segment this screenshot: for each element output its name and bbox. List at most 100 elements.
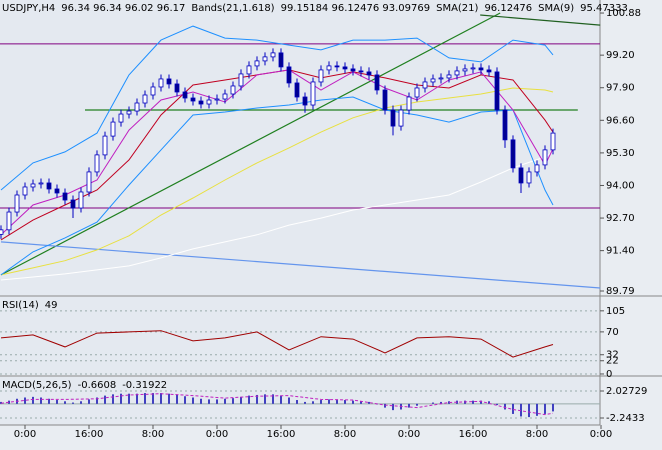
candle-body <box>182 91 188 99</box>
header-text: USDJPY,H4 <box>2 3 55 14</box>
indicator-line <box>0 25 554 191</box>
candle-body <box>30 183 36 188</box>
x-tick-label: 8:00 <box>142 429 164 440</box>
candle-body <box>310 81 316 106</box>
candle-body <box>350 68 356 72</box>
candle-body <box>214 98 220 101</box>
candle-body <box>198 100 204 105</box>
candle-body <box>406 96 412 111</box>
indicator-line <box>0 96 554 276</box>
y-tick-label: 99.20 <box>606 50 635 61</box>
candle-body <box>462 68 468 72</box>
x-tick-label: 0:00 <box>206 429 228 440</box>
candle-body <box>22 186 28 196</box>
candle-body <box>118 113 124 123</box>
candle-body <box>526 171 532 184</box>
header-text: SMA(9) <box>538 3 574 14</box>
candle-body <box>390 109 396 127</box>
candle-body <box>102 135 108 156</box>
signal-line <box>0 393 554 416</box>
trend-line <box>0 12 501 276</box>
x-tick-label: 16:00 <box>459 429 488 440</box>
candle-body <box>454 70 460 76</box>
header-text: 99.15184 96.12476 93.09769 <box>281 3 431 14</box>
candle-body <box>110 121 116 137</box>
candle-body <box>150 86 156 96</box>
candle-body <box>278 52 284 68</box>
candle-body <box>302 96 308 106</box>
y-tick-label: -2.2433 <box>606 413 645 424</box>
candle-body <box>542 149 548 166</box>
y-tick-label: 0 <box>606 369 612 380</box>
candle-body <box>46 182 52 190</box>
x-tick-label: 0:00 <box>590 429 612 440</box>
y-tick-label: 105 <box>606 306 625 317</box>
candle-body <box>134 102 140 112</box>
header-text: -0.6608 <box>78 380 117 391</box>
candle-body <box>222 93 228 100</box>
candle-body <box>54 188 60 194</box>
candle-body <box>366 71 372 76</box>
candle-body <box>398 109 404 127</box>
candle-body <box>430 78 436 83</box>
candle-body <box>158 78 164 88</box>
candle-body <box>438 77 444 80</box>
macd-panel <box>0 377 600 425</box>
header-text: 49 <box>45 300 58 311</box>
indicator-line <box>0 87 554 276</box>
candle-body <box>174 83 180 93</box>
candle-body <box>334 65 340 68</box>
candle-body <box>494 71 500 111</box>
header-text: 96.34 96.34 96.02 96.17 <box>61 3 185 14</box>
x-tick-label: 8:00 <box>334 429 356 440</box>
candle-body <box>502 109 508 141</box>
candle-body <box>166 78 172 85</box>
y-tick-label: 95.30 <box>606 148 635 159</box>
x-tick-label: 0:00 <box>14 429 36 440</box>
y-tick-label: 2.02729 <box>606 386 647 397</box>
x-tick-label: 0:00 <box>398 429 420 440</box>
candle-body <box>246 65 252 75</box>
candle-body <box>478 67 484 71</box>
candle-body <box>0 229 4 235</box>
candle-body <box>294 82 300 98</box>
header-text: 96.12476 <box>484 3 532 14</box>
candle-body <box>86 171 92 193</box>
y-tick-label: 91.40 <box>606 246 635 257</box>
candle-body <box>70 199 76 209</box>
header-text: 95.47333 <box>580 3 628 14</box>
candle-body <box>142 94 148 104</box>
header-text: RSI(14) <box>2 300 39 311</box>
candle-body <box>14 194 20 213</box>
candle-body <box>206 99 212 105</box>
y-tick-label: 100.88 <box>606 8 641 19</box>
candle-body <box>510 139 516 169</box>
candle-body <box>358 70 364 73</box>
candle-body <box>382 89 388 111</box>
candle-body <box>62 192 68 201</box>
candle-body <box>326 65 332 71</box>
candle-body <box>262 56 268 62</box>
candle-body <box>254 60 260 67</box>
y-tick-label: 70 <box>606 327 619 338</box>
indicator-line <box>0 151 554 281</box>
candle-body <box>230 85 236 95</box>
candle-body <box>422 81 428 89</box>
trend-line <box>480 14 601 26</box>
candle-body <box>238 73 244 87</box>
y-tick-label: 89.79 <box>606 286 635 297</box>
candle-body <box>94 154 100 173</box>
candle-body <box>550 132 556 151</box>
y-tick-label: 22 <box>606 356 619 367</box>
y-tick-label: 94.00 <box>606 180 635 191</box>
header-text: -0.31922 <box>122 380 167 391</box>
y-tick-label: 96.60 <box>606 115 635 126</box>
candle-body <box>446 74 452 79</box>
candle-body <box>414 87 420 98</box>
candle-body <box>374 74 380 91</box>
x-tick-label: 16:00 <box>267 429 296 440</box>
candle-body <box>470 67 476 70</box>
rsi-panel <box>0 297 600 375</box>
rsi-line <box>0 330 554 358</box>
